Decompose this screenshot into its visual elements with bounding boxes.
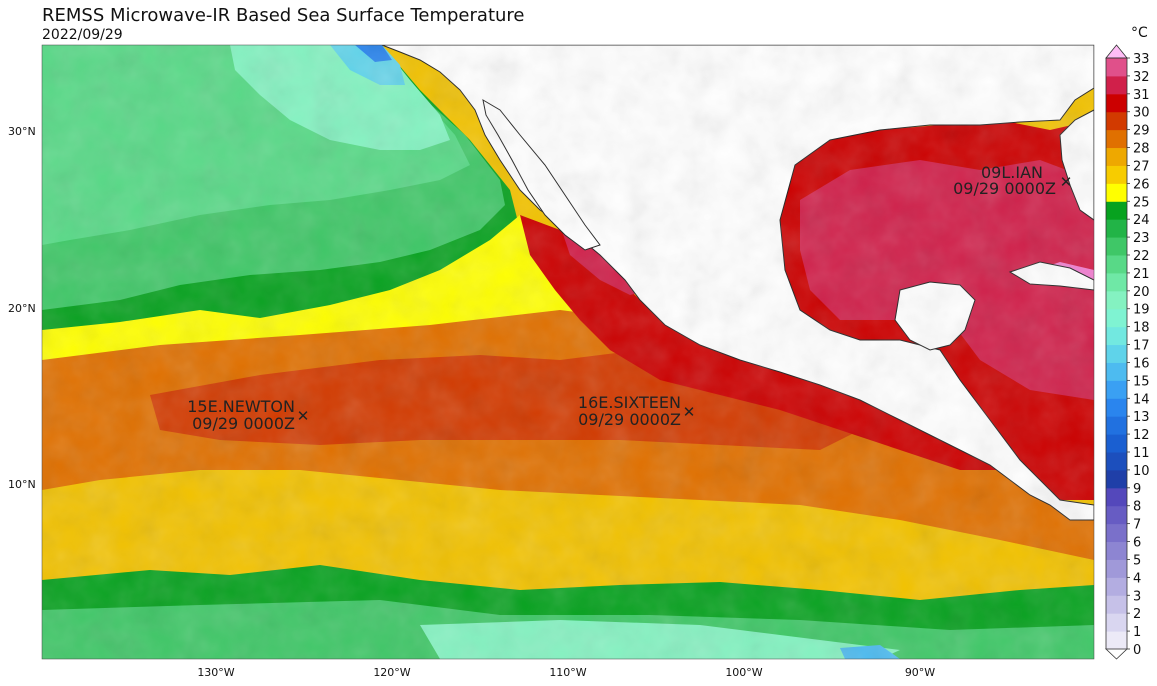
colorbar-tick-label: 18 xyxy=(1133,321,1150,336)
storm-sixteen-time: 09/29 0000Z xyxy=(578,410,681,429)
colorbar-tick-label: 7 xyxy=(1133,518,1141,533)
colorbar-tick-label: 9 xyxy=(1133,482,1141,497)
colorbar-tick-label: 31 xyxy=(1133,88,1150,103)
colorbar-tick-label: 1 xyxy=(1133,625,1141,640)
colorbar-segment xyxy=(1106,416,1127,435)
colorbar-segment xyxy=(1106,398,1127,417)
colorbar-tick-label: 4 xyxy=(1133,571,1141,586)
colorbar-segment xyxy=(1106,631,1127,650)
colorbar-extend-low xyxy=(1105,648,1128,660)
colorbar-extend-high xyxy=(1105,44,1128,59)
colorbar-tick-label: 14 xyxy=(1133,392,1150,407)
colorbar-segment xyxy=(1106,129,1127,149)
lon-label-110w: 110°W xyxy=(549,666,586,679)
colorbar-segment xyxy=(1106,237,1127,256)
colorbar-segment xyxy=(1106,255,1127,274)
colorbar-segment xyxy=(1106,111,1127,131)
colorbar-segment xyxy=(1106,523,1127,543)
colorbar-segment xyxy=(1106,201,1127,220)
colorbar-segment xyxy=(1106,362,1127,381)
colorbar-tick-label: 5 xyxy=(1133,553,1141,568)
lon-label-120w: 120°W xyxy=(373,666,410,679)
colorbar-tick-label: 19 xyxy=(1133,303,1150,318)
colorbar-tick-label: 13 xyxy=(1133,410,1150,425)
colorbar-tick-label: 0 xyxy=(1133,643,1141,658)
colorbar-tick-label: 20 xyxy=(1133,285,1150,300)
storm-newton-name: 15E.NEWTON xyxy=(187,397,295,416)
storm-newton: 15E.NEWTON 09/29 0000Z ✕ xyxy=(187,397,309,433)
storm-sixteen-name: 16E.SIXTEEN xyxy=(578,393,681,412)
storm-ian-time: 09/29 0000Z xyxy=(953,179,1056,198)
colorbar-tick-label: 27 xyxy=(1133,159,1150,174)
map-title: REMSS Microwave-IR Based Sea Surface Tem… xyxy=(42,5,525,26)
colorbar-segment xyxy=(1106,505,1127,525)
colorbar-segment xyxy=(1106,595,1127,614)
colorbar-unit: °C xyxy=(1131,25,1148,41)
lon-label-100w: 100°W xyxy=(725,666,762,679)
colorbar-tick-label: 21 xyxy=(1133,267,1150,282)
map-frame xyxy=(41,44,1095,660)
colorbar-tick-label: 26 xyxy=(1133,177,1150,192)
colorbar: 0123456789101112131415161718192021222324… xyxy=(1105,44,1150,660)
colorbar-segment xyxy=(1106,469,1127,489)
colorbar-segment xyxy=(1106,75,1127,95)
colorbar-tick-label: 15 xyxy=(1133,374,1150,389)
colorbar-segment xyxy=(1106,613,1127,632)
colorbar-tick-label: 33 xyxy=(1133,52,1150,67)
storm-sixteen-marker: ✕ xyxy=(683,403,696,421)
colorbar-segment xyxy=(1106,93,1127,113)
sst-texture xyxy=(42,45,1094,659)
colorbar-tick-label: 29 xyxy=(1133,124,1150,139)
colorbar-tick-label: 2 xyxy=(1133,607,1141,622)
colorbar-segment xyxy=(1106,58,1127,77)
storm-newton-time: 09/29 0000Z xyxy=(192,414,295,433)
colorbar-tick-label: 3 xyxy=(1133,589,1141,604)
colorbar-segment xyxy=(1106,577,1127,596)
colorbar-segment xyxy=(1106,326,1127,346)
colorbar-segment xyxy=(1106,219,1127,238)
colorbar-tick-label: 30 xyxy=(1133,106,1150,121)
lat-label-20n: 20°N xyxy=(8,302,36,315)
colorbar-tick-label: 6 xyxy=(1133,536,1141,551)
sst-field xyxy=(42,45,1094,659)
colorbar-tick-label: 24 xyxy=(1133,213,1150,228)
storm-ian-marker: ✕ xyxy=(1060,173,1073,191)
storm-ian: 09L.IAN 09/29 0000Z ✕ xyxy=(953,163,1072,198)
colorbar-tick-label: 22 xyxy=(1133,249,1150,264)
colorbar-segment xyxy=(1106,165,1127,184)
map-date: 2022/09/29 xyxy=(42,27,123,43)
colorbar-segment xyxy=(1106,290,1127,310)
colorbar-tick-label: 10 xyxy=(1133,464,1150,479)
colorbar-tick-label: 16 xyxy=(1133,356,1150,371)
colorbar-tick-label: 11 xyxy=(1133,446,1150,461)
colorbar-segment xyxy=(1106,272,1127,292)
lon-label-90w: 90°W xyxy=(905,666,935,679)
colorbar-segment xyxy=(1106,487,1127,507)
colorbar-outline xyxy=(1105,57,1128,650)
colorbar-tick-label: 28 xyxy=(1133,142,1150,157)
colorbar-tick-label: 8 xyxy=(1133,500,1141,515)
colorbar-segment xyxy=(1106,434,1127,453)
lat-label-10n: 10°N xyxy=(8,478,36,491)
colorbar-segment xyxy=(1106,147,1127,166)
colorbar-segment xyxy=(1106,308,1127,328)
colorbar-tick-label: 12 xyxy=(1133,428,1150,443)
colorbar-segment xyxy=(1106,452,1127,471)
colorbar-segment xyxy=(1106,183,1127,202)
lat-label-30n: 30°N xyxy=(8,125,36,138)
storm-newton-marker: ✕ xyxy=(297,407,310,425)
colorbar-tick-label: 17 xyxy=(1133,339,1150,354)
storm-sixteen: 16E.SIXTEEN 09/29 0000Z ✕ xyxy=(578,393,695,429)
colorbar-tick-label: 32 xyxy=(1133,70,1150,85)
colorbar-segment xyxy=(1106,559,1127,578)
colorbar-segment xyxy=(1106,541,1127,560)
lon-label-130w: 130°W xyxy=(197,666,234,679)
colorbar-segment xyxy=(1106,344,1127,363)
storm-ian-name: 09L.IAN xyxy=(981,163,1043,182)
colorbar-segment xyxy=(1106,380,1127,399)
colorbar-tick-label: 23 xyxy=(1133,231,1150,246)
colorbar-tick-label: 25 xyxy=(1133,195,1150,210)
